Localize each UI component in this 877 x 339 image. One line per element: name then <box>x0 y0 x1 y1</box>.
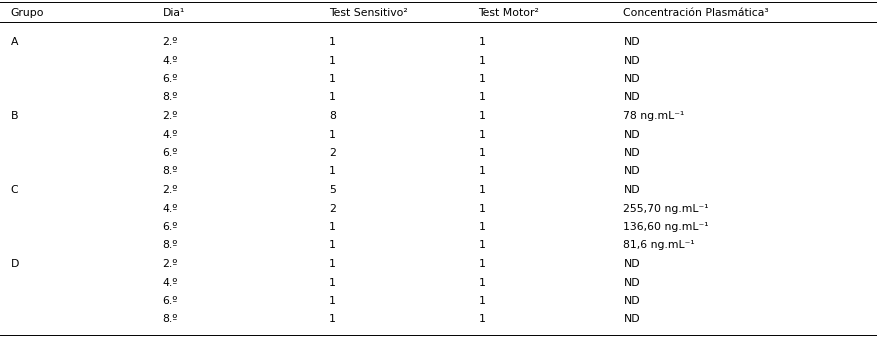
Text: 1: 1 <box>478 222 485 232</box>
Text: ND: ND <box>623 56 639 65</box>
Text: 2.º: 2.º <box>162 111 178 121</box>
Text: 1: 1 <box>478 185 485 195</box>
Text: ND: ND <box>623 166 639 177</box>
Text: ND: ND <box>623 315 639 324</box>
Text: D: D <box>11 259 19 269</box>
Text: 5: 5 <box>329 185 336 195</box>
Text: C: C <box>11 185 18 195</box>
Text: ND: ND <box>623 37 639 47</box>
Text: ND: ND <box>623 148 639 158</box>
Text: 1: 1 <box>329 74 336 84</box>
Text: 8.º: 8.º <box>162 93 178 102</box>
Text: 1: 1 <box>329 93 336 102</box>
Text: 81,6 ng.mL⁻¹: 81,6 ng.mL⁻¹ <box>623 240 695 251</box>
Text: 78 ng.mL⁻¹: 78 ng.mL⁻¹ <box>623 111 684 121</box>
Text: 2: 2 <box>329 148 336 158</box>
Text: 8.º: 8.º <box>162 240 178 251</box>
Text: 4.º: 4.º <box>162 203 178 214</box>
Text: 1: 1 <box>329 240 336 251</box>
Text: ND: ND <box>623 278 639 287</box>
Text: 2.º: 2.º <box>162 185 178 195</box>
Text: 1: 1 <box>478 296 485 306</box>
Text: 8.º: 8.º <box>162 315 178 324</box>
Text: 1: 1 <box>478 166 485 177</box>
Text: 1: 1 <box>478 37 485 47</box>
Text: 1: 1 <box>329 166 336 177</box>
Text: 1: 1 <box>478 278 485 287</box>
Text: 8.º: 8.º <box>162 166 178 177</box>
Text: 2.º: 2.º <box>162 37 178 47</box>
Text: ND: ND <box>623 74 639 84</box>
Text: B: B <box>11 111 18 121</box>
Text: Test Motor²: Test Motor² <box>478 8 538 18</box>
Text: 2.º: 2.º <box>162 259 178 269</box>
Text: 1: 1 <box>478 56 485 65</box>
Text: 1: 1 <box>329 222 336 232</box>
Text: Grupo: Grupo <box>11 8 44 18</box>
Text: ND: ND <box>623 296 639 306</box>
Text: 1: 1 <box>478 315 485 324</box>
Text: 2: 2 <box>329 203 336 214</box>
Text: 4.º: 4.º <box>162 129 178 140</box>
Text: 136,60 ng.mL⁻¹: 136,60 ng.mL⁻¹ <box>623 222 708 232</box>
Text: 1: 1 <box>329 278 336 287</box>
Text: 6.º: 6.º <box>162 74 178 84</box>
Text: 1: 1 <box>329 315 336 324</box>
Text: 1: 1 <box>329 129 336 140</box>
Text: 1: 1 <box>478 240 485 251</box>
Text: 1: 1 <box>478 93 485 102</box>
Text: 1: 1 <box>329 259 336 269</box>
Text: 1: 1 <box>478 259 485 269</box>
Text: 1: 1 <box>478 203 485 214</box>
Text: 1: 1 <box>329 56 336 65</box>
Text: 1: 1 <box>329 37 336 47</box>
Text: Test Sensitivo²: Test Sensitivo² <box>329 8 408 18</box>
Text: A: A <box>11 37 18 47</box>
Text: 8: 8 <box>329 111 336 121</box>
Text: 6.º: 6.º <box>162 222 178 232</box>
Text: ND: ND <box>623 93 639 102</box>
Text: 1: 1 <box>478 74 485 84</box>
Text: 4.º: 4.º <box>162 278 178 287</box>
Text: 6.º: 6.º <box>162 148 178 158</box>
Text: 1: 1 <box>478 148 485 158</box>
Text: 4.º: 4.º <box>162 56 178 65</box>
Text: ND: ND <box>623 129 639 140</box>
Text: 6.º: 6.º <box>162 296 178 306</box>
Text: ND: ND <box>623 185 639 195</box>
Text: 1: 1 <box>478 129 485 140</box>
Text: 1: 1 <box>478 111 485 121</box>
Text: Dia¹: Dia¹ <box>162 8 184 18</box>
Text: Concentración Plasmática³: Concentración Plasmática³ <box>623 8 768 18</box>
Text: 255,70 ng.mL⁻¹: 255,70 ng.mL⁻¹ <box>623 203 708 214</box>
Text: 1: 1 <box>329 296 336 306</box>
Text: ND: ND <box>623 259 639 269</box>
